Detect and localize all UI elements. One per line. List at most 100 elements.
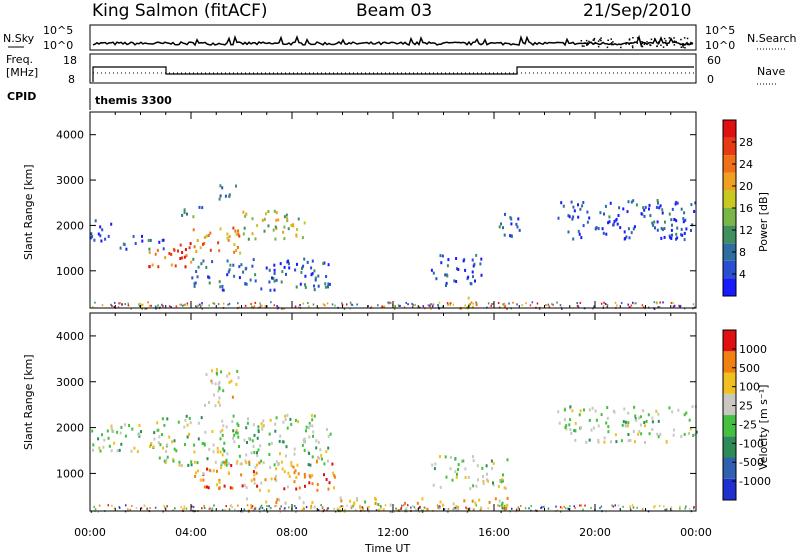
data-cell	[237, 435, 240, 439]
ground-scatter-cell	[250, 305, 253, 308]
data-cell	[260, 481, 263, 485]
data-cell	[588, 438, 591, 442]
data-cell	[326, 428, 329, 431]
noise-search-dot	[592, 39, 594, 41]
data-cell	[574, 421, 577, 425]
noise-search-dot	[690, 41, 692, 44]
ground-scatter-cell	[389, 510, 391, 513]
ground-scatter-cell	[635, 302, 637, 305]
data-cell	[221, 186, 224, 190]
data-cell	[141, 239, 144, 243]
cpid-label: CPID	[7, 90, 36, 103]
data-cell	[140, 430, 142, 434]
data-cell	[472, 275, 474, 279]
data-cell	[683, 432, 686, 436]
ground-scatter-cell	[577, 305, 579, 308]
data-cell	[188, 246, 191, 250]
ground-scatter-cell	[692, 303, 695, 306]
data-cell	[237, 232, 240, 236]
data-cell	[692, 434, 695, 437]
data-cell	[476, 464, 479, 468]
ground-scatter-cell	[284, 507, 286, 510]
colorbar-tick-label: 1000	[739, 343, 767, 356]
ground-scatter-cell	[616, 304, 618, 307]
data-cell	[569, 428, 572, 432]
data-cell	[209, 231, 212, 235]
ground-scatter-cell	[556, 301, 558, 304]
data-cell	[273, 463, 276, 467]
data-cell	[328, 481, 331, 485]
data-cell	[454, 470, 457, 474]
ground-scatter-cell	[395, 507, 397, 510]
data-cell	[327, 263, 330, 267]
data-cell	[261, 427, 264, 431]
ground-scatter-cell	[154, 506, 157, 509]
velocity-panel: Slant Range [km] 1000 2000 3000 4000	[22, 312, 698, 513]
data-cell	[315, 439, 318, 443]
data-cell	[125, 247, 128, 251]
freq-label-1: Freq.	[6, 53, 33, 66]
ground-scatter-cell	[179, 303, 181, 306]
velocity-y-label: Slant Range [km]	[22, 354, 35, 450]
data-cell	[251, 439, 254, 443]
data-cell	[516, 225, 519, 229]
data-cell	[340, 499, 343, 503]
colorbar-segment	[723, 172, 736, 191]
data-cell	[592, 426, 595, 430]
ground-scatter-cell	[326, 509, 328, 512]
ground-scatter-cell	[467, 508, 469, 511]
colorbar-segment	[723, 351, 736, 373]
data-cell	[308, 481, 311, 485]
data-cell	[220, 370, 223, 374]
data-cell	[131, 427, 134, 431]
data-cell	[472, 264, 475, 268]
ground-scatter-cell	[101, 304, 104, 307]
data-cell	[426, 507, 429, 511]
data-cell	[273, 268, 276, 272]
data-cell	[238, 276, 241, 280]
data-cell	[506, 458, 509, 462]
ground-scatter-cell	[670, 302, 673, 304]
data-cell	[482, 475, 484, 478]
data-cell	[374, 497, 376, 500]
data-cell	[299, 282, 302, 286]
data-cell	[278, 439, 281, 443]
data-cell	[333, 474, 336, 477]
data-cell	[503, 233, 506, 237]
colorbar-segment	[723, 415, 736, 437]
ground-scatter-cell	[350, 303, 353, 306]
noise-search-dot	[631, 45, 634, 47]
data-cell	[602, 231, 605, 235]
data-cell	[285, 213, 288, 217]
ground-scatter-cell	[268, 505, 270, 508]
data-cell	[216, 446, 219, 450]
ground-scatter-cell	[561, 507, 563, 510]
data-cell	[435, 277, 438, 281]
ground-scatter-cell	[323, 509, 325, 512]
data-cell	[256, 224, 259, 228]
nsky-label: N.Sky	[3, 32, 35, 45]
data-cell	[590, 428, 593, 432]
data-cell	[306, 260, 309, 264]
data-cell	[157, 428, 160, 432]
data-cell	[190, 463, 193, 467]
ground-scatter-cell	[632, 506, 635, 509]
data-cell	[577, 229, 580, 233]
ground-scatter-cell	[322, 303, 325, 306]
data-cell	[246, 421, 249, 425]
ground-scatter-cell	[244, 304, 247, 307]
data-cell	[168, 252, 171, 255]
data-cell	[572, 205, 575, 209]
ground-scatter-cell	[573, 505, 575, 508]
data-cell	[193, 460, 196, 464]
data-cell	[316, 488, 319, 492]
data-cell	[311, 501, 314, 504]
data-cell	[637, 432, 640, 436]
ground-scatter-cell	[665, 508, 668, 511]
ground-scatter-cell	[107, 504, 109, 507]
data-cell	[233, 250, 236, 254]
ground-scatter-cell	[212, 302, 214, 305]
ground-scatter-cell	[399, 304, 401, 307]
ground-scatter-cell	[383, 305, 386, 308]
ground-scatter-cell	[654, 505, 656, 508]
